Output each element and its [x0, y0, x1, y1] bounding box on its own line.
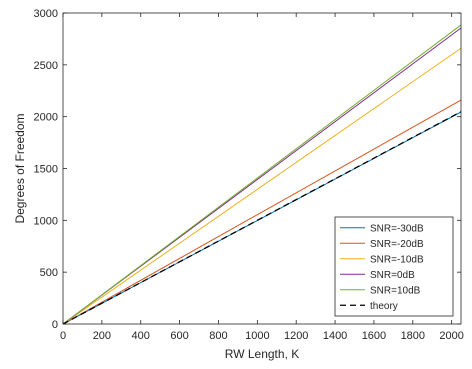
series-line	[62, 111, 462, 325]
legend-box	[334, 216, 454, 317]
y-tick-label: 0	[52, 319, 58, 331]
y-tick-label: 2000	[34, 112, 58, 124]
x-tick-label: 1400	[323, 330, 347, 342]
legend-entry: SNR=-20dB	[370, 239, 424, 250]
x-tick-label: 400	[132, 330, 150, 342]
y-tick-label: 500	[40, 267, 58, 279]
x-tick-label: 800	[209, 330, 227, 342]
series-line	[62, 99, 462, 325]
legend-entry: SNR=10dB	[370, 285, 421, 296]
x-tick-label: 200	[93, 330, 111, 342]
series-line	[62, 47, 462, 325]
legend-entry: theory	[370, 301, 398, 312]
legend-entry: SNR=0dB	[370, 270, 415, 281]
x-tick-label: 1600	[362, 330, 386, 342]
x-tick-label: 2000	[439, 330, 463, 342]
y-tick-label: 2500	[34, 60, 58, 72]
series-layer	[62, 24, 462, 325]
y-tick-label: 3000	[34, 8, 58, 20]
x-tick-label: 1000	[245, 330, 269, 342]
y-axis-label: Degrees of Freedom	[13, 113, 27, 223]
y-tick-label: 1000	[34, 215, 58, 227]
legend-entry: SNR=-10dB	[370, 254, 424, 265]
x-tick-label: 600	[170, 330, 188, 342]
x-axis-label: RW Length, K	[225, 347, 299, 361]
x-tick-label: 1800	[401, 330, 425, 342]
x-tick-label: 0	[60, 330, 66, 342]
legend-entry: SNR=-30dB	[370, 223, 424, 234]
legend: SNR=-30dB SNR=-20dB SNR=-10dB SNR=0dB SNR=10…	[334, 216, 454, 317]
y-tick-label: 1500	[34, 164, 58, 176]
y-axis-ticks: 0 500 1000 1500 2000 2500 3000	[34, 8, 461, 331]
x-axis-ticks: 0 200 400 600 800 1000 1200 1400 1600 1800 2000	[60, 13, 464, 342]
x-tick-label: 1200	[284, 330, 308, 342]
series-line	[62, 24, 462, 325]
